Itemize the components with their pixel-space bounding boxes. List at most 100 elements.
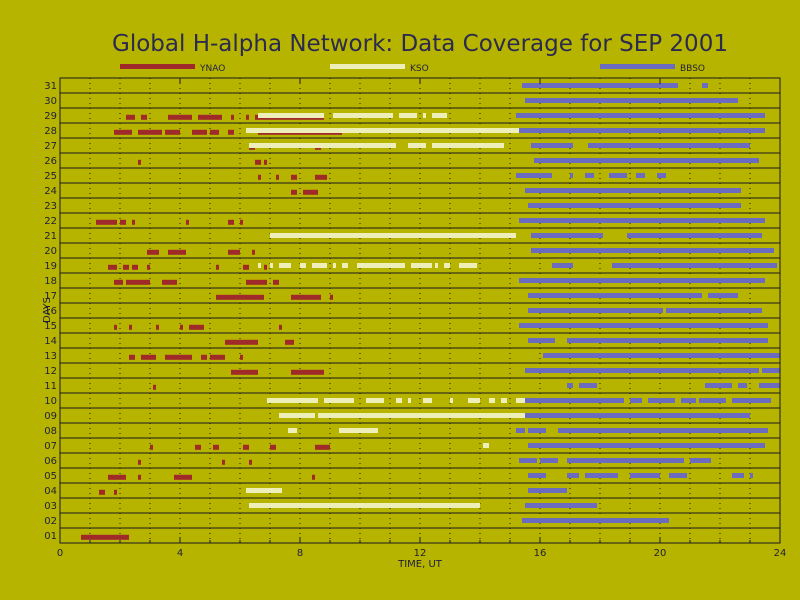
y-tick-label: 05	[44, 471, 57, 482]
coverage-bar	[264, 159, 267, 165]
coverage-bar	[222, 459, 225, 465]
coverage-bar	[264, 264, 267, 270]
coverage-bar	[99, 489, 105, 495]
coverage-bar	[762, 368, 780, 373]
coverage-bar	[270, 233, 516, 238]
coverage-bar	[108, 474, 126, 480]
y-tick-label: 17	[44, 291, 57, 302]
coverage-bar	[705, 383, 732, 388]
coverage-bar	[627, 233, 762, 238]
coverage-bar	[609, 173, 627, 178]
coverage-bar	[324, 398, 354, 403]
coverage-bar	[258, 174, 261, 180]
coverage-bar	[501, 398, 507, 403]
coverage-bar	[138, 129, 162, 135]
coverage-bar	[114, 129, 132, 135]
y-tick-label: 25	[44, 171, 57, 182]
legend-swatch-bbso	[600, 64, 675, 69]
coverage-bar	[180, 324, 183, 330]
coverage-bar	[468, 398, 480, 403]
coverage-bar	[291, 189, 297, 195]
coverage-bar	[312, 263, 327, 268]
coverage-bar	[201, 354, 207, 360]
coverage-bar	[138, 159, 141, 165]
coverage-bar	[528, 293, 702, 298]
coverage-bar	[681, 398, 696, 403]
coverage-bar	[411, 263, 432, 268]
coverage-bar	[579, 383, 597, 388]
coverage-bar	[231, 369, 258, 375]
coverage-bar	[96, 219, 117, 225]
coverage-bar	[195, 444, 201, 450]
coverage-bar	[243, 264, 249, 270]
coverage-bar	[567, 458, 684, 463]
coverage-bar	[141, 114, 147, 120]
y-tick-label: 13	[44, 351, 57, 362]
y-tick-label: 19	[44, 261, 57, 272]
coverage-bar	[525, 368, 759, 373]
coverage-bar	[132, 264, 138, 270]
coverage-bar	[150, 444, 153, 450]
y-tick-label: 12	[44, 366, 57, 377]
coverage-bar	[648, 398, 675, 403]
coverage-bar	[525, 98, 738, 103]
y-tick-label: 03	[44, 501, 57, 512]
coverage-bar	[519, 458, 537, 463]
coverage-bar	[699, 398, 726, 403]
coverage-bar	[174, 474, 192, 480]
coverage-bar	[585, 173, 594, 178]
coverage-bar	[423, 113, 426, 118]
coverage-bar	[423, 398, 432, 403]
coverage-bar	[186, 219, 189, 225]
coverage-bar	[147, 264, 150, 270]
x-tick-label: 16	[534, 548, 547, 559]
coverage-bar	[669, 473, 687, 478]
coverage-bar	[123, 264, 129, 270]
coverage-bar	[249, 143, 396, 148]
coverage-bar	[315, 174, 327, 180]
coverage-bar	[525, 398, 624, 403]
coverage-bar	[516, 398, 525, 403]
x-tick-label: 20	[654, 548, 667, 559]
coverage-bar	[168, 114, 192, 120]
legend-label-ynao: YNAO	[199, 64, 225, 74]
coverage-bar	[666, 308, 762, 313]
coverage-bar	[357, 263, 405, 268]
coverage-bar	[228, 129, 234, 135]
data-bars	[81, 83, 780, 540]
coverage-bar	[114, 279, 123, 285]
coverage-bar	[489, 398, 495, 403]
x-axis-ticks: 0 4 8 12 16 20 24	[57, 78, 787, 559]
y-tick-label: 01	[44, 531, 57, 542]
coverage-bar	[432, 143, 504, 148]
coverage-bar	[141, 354, 156, 360]
coverage-bar	[213, 444, 219, 450]
coverage-bar	[525, 413, 750, 418]
y-tick-label: 14	[44, 336, 57, 347]
coverage-bar	[630, 473, 660, 478]
coverage-bar	[585, 473, 618, 478]
coverage-bar	[165, 354, 192, 360]
coverage-bar	[246, 488, 282, 493]
coverage-bar	[279, 413, 315, 418]
coverage-bar	[759, 383, 780, 388]
legend-swatch-ynao	[120, 64, 195, 69]
coverage-bar	[168, 249, 186, 255]
y-tick-label: 27	[44, 141, 57, 152]
coverage-bar	[570, 173, 573, 178]
coverage-bar	[516, 113, 765, 118]
coverage-bar	[396, 398, 402, 403]
coverage-bar	[516, 173, 552, 178]
y-tick-label: 11	[44, 381, 57, 392]
coverage-bar	[519, 128, 765, 133]
coverage-bar	[333, 263, 336, 268]
coverage-bar	[129, 354, 135, 360]
y-axis-ticks: 01 02 03 04 05 06 07 08 09 10 11 12 13 14 15 16 17 18 19 20…	[44, 81, 57, 542]
coverage-bar	[567, 383, 573, 388]
coverage-bar	[432, 113, 447, 118]
coverage-bar	[276, 174, 279, 180]
y-tick-label: 30	[44, 96, 57, 107]
x-tick-label: 24	[774, 548, 787, 559]
coverage-bar	[588, 143, 750, 148]
coverage-bar	[558, 428, 768, 433]
